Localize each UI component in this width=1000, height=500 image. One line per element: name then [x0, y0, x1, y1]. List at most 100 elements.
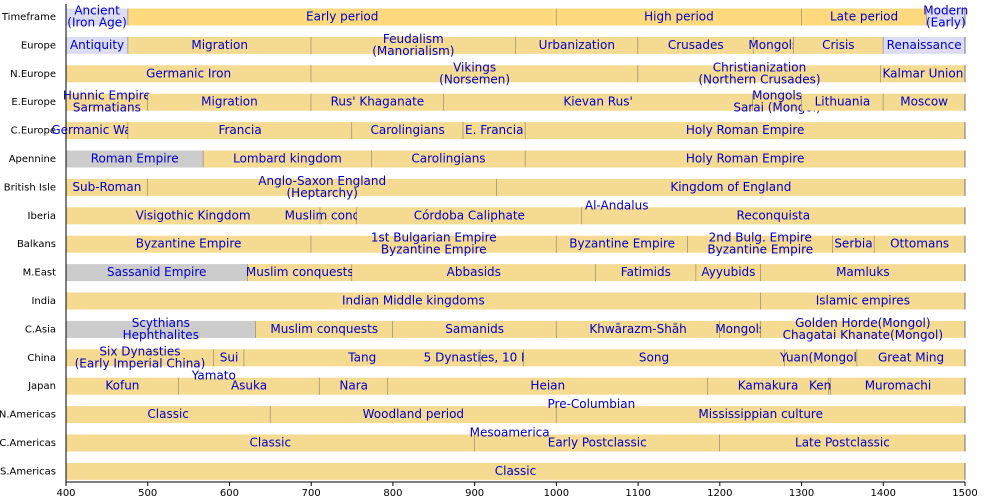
segment: [356, 207, 582, 225]
segment: [178, 377, 320, 395]
segment-label: Urbanization: [539, 38, 615, 52]
x-tick-label: 1000: [544, 488, 569, 499]
segment-label: Antiquity: [70, 38, 124, 52]
segment-label: Kamakura: [738, 379, 799, 393]
segment-label: Germanic Iron: [146, 66, 231, 80]
segment: [128, 122, 353, 140]
row-name: C.Americas: [0, 438, 56, 449]
segment: [515, 36, 639, 54]
segment: [66, 264, 248, 282]
segment-label: Sui: [220, 350, 239, 364]
segment-label: E. Francia: [465, 123, 523, 137]
segment-label: (Iron Age): [67, 16, 127, 30]
row-name: Japan: [27, 381, 56, 392]
segment-label: Early period: [306, 10, 378, 24]
row-name: N.Europe: [10, 69, 56, 80]
segment-label: Hephthalites: [123, 328, 199, 342]
segment-label: Samanids: [445, 322, 504, 336]
segment-label: Kingdom of England: [670, 180, 791, 194]
segment: [687, 235, 833, 253]
segment-label: Migration: [191, 38, 248, 52]
segment: [752, 93, 802, 111]
segment: [556, 8, 802, 26]
x-tick-label: 500: [138, 488, 157, 499]
segment-label: Six Dynasties: [99, 344, 180, 358]
segment: [247, 264, 353, 282]
segment-label: Byzantine Empire: [381, 243, 487, 257]
segment: [496, 178, 965, 196]
segment-label: Khwārazm-Shāh: [589, 322, 686, 336]
segment: [926, 8, 965, 26]
row-name: India: [31, 296, 56, 307]
segment-label: Byzantine Empire: [569, 237, 675, 251]
segment: [463, 122, 526, 140]
segment: [707, 377, 829, 395]
segment-label: 2nd Bulg. Empire: [709, 231, 812, 245]
segment: [474, 434, 720, 452]
segment: [203, 150, 372, 168]
segment-label: Mamluks: [836, 265, 890, 279]
segment-label: Yuan(Mongol): [779, 350, 861, 364]
segment-label: Heian: [530, 379, 565, 393]
segment: [760, 320, 965, 338]
row-name: E.Europe: [11, 97, 56, 108]
row-name: C.Asia: [25, 324, 56, 335]
segment: [719, 434, 965, 452]
x-tick-label: 400: [56, 488, 75, 499]
segment: [525, 150, 965, 168]
segment: [595, 264, 697, 282]
row-name: S.Americas: [0, 466, 56, 477]
x-tick-label: 1100: [625, 488, 650, 499]
segment-label: Indian Middle kingdoms: [342, 294, 485, 308]
segment-label: Córdoba Caliphate: [414, 208, 525, 222]
segment-label: Muslim conquests: [270, 322, 378, 336]
row-name: Apennine: [9, 154, 56, 165]
row-name: China: [27, 353, 56, 364]
segment: [66, 8, 129, 26]
segment: [525, 122, 965, 140]
segment: [66, 93, 148, 111]
segment: [352, 264, 596, 282]
segment: [311, 65, 639, 83]
segment-note: Al-Andalus: [585, 198, 649, 212]
segment: [66, 122, 129, 140]
segment-label: Late Postclassic: [795, 436, 890, 450]
segment: [66, 292, 761, 310]
x-tick-label: 1200: [707, 488, 732, 499]
segment-label: Classic: [147, 407, 189, 421]
segment: [213, 349, 245, 367]
segment-label: Mongols: [748, 38, 798, 52]
segment-label: Christianization: [713, 60, 806, 74]
segment: [66, 349, 214, 367]
row-name: M.East: [23, 268, 56, 279]
segment-label: Mississippian culture: [698, 407, 823, 421]
segment-label: Song: [639, 350, 669, 364]
segment-label: Golden Horde(Mongol): [795, 316, 930, 330]
segment-label: Fatimids: [621, 265, 671, 279]
segment: [784, 349, 858, 367]
segment: [556, 235, 688, 253]
segment-label: Mongols: [752, 89, 802, 103]
segment-label: Vikings: [453, 60, 496, 74]
segment-label: Chagatai Khanate(Mongol): [783, 328, 943, 342]
segment: [556, 320, 720, 338]
row-name: Balkans: [17, 239, 56, 250]
x-tick-label: 600: [220, 488, 239, 499]
segment-label: Germanic Wars: [51, 123, 142, 137]
segment: [319, 377, 389, 395]
segment-label: Rus' Khaganate: [331, 95, 425, 109]
segment-label: Feudalism: [383, 32, 444, 46]
segment-label: Ancient: [74, 4, 120, 18]
x-tick-label: 700: [302, 488, 321, 499]
segment: [801, 8, 927, 26]
segment-label: Roman Empire: [91, 152, 179, 166]
segment-label: Great Ming: [878, 350, 944, 364]
segment-label: Anglo-Saxon England: [258, 174, 386, 188]
segment: [128, 8, 557, 26]
segment-label: Lombard kingdom: [233, 152, 342, 166]
row-name: C.Europe: [11, 126, 56, 137]
segment-label: Byzantine Empire: [136, 237, 242, 251]
segment-label: Muslim conquests: [246, 265, 354, 279]
segment: [883, 93, 965, 111]
